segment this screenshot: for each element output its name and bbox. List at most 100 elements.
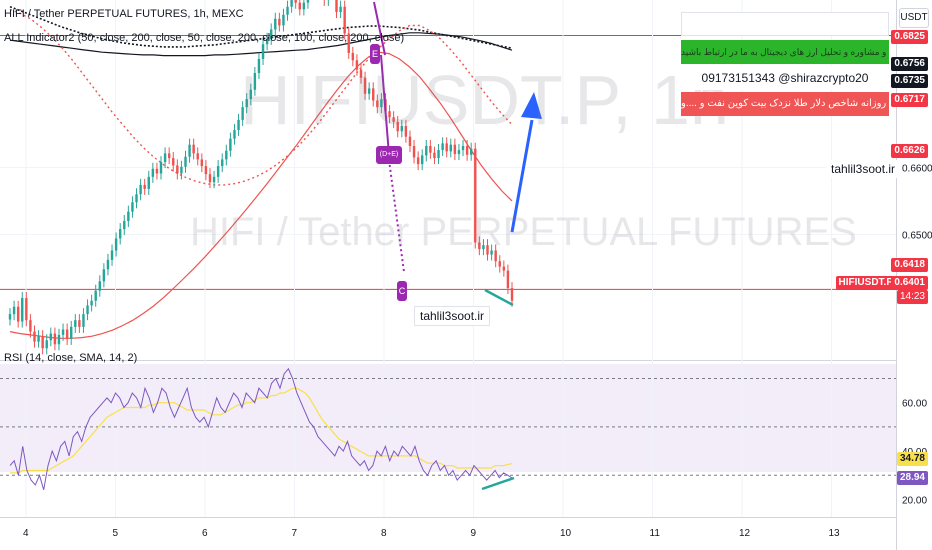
candle-body [70, 326, 73, 339]
info-box-blank [681, 12, 889, 36]
candle-body [86, 305, 89, 315]
candle-body [400, 125, 404, 132]
rsi-value-tag: 28.94 [896, 471, 928, 485]
forecast-arrow-head [521, 92, 542, 119]
candle-body [441, 143, 444, 151]
pane-divider [0, 360, 896, 361]
info-box-contact: 09173151343 @shirazcrypto20 [681, 66, 889, 90]
rsi-ma-line [10, 387, 513, 474]
candle-body [249, 89, 253, 100]
candle-body [355, 60, 359, 70]
candle-body [380, 99, 383, 108]
time-tick-label: 10 [560, 528, 572, 539]
time-tick-label: 12 [739, 528, 751, 539]
ma-dotted-line [9, 8, 513, 186]
candle-body [196, 153, 199, 160]
time-tick-label: 13 [829, 528, 841, 539]
candle-body [204, 166, 208, 175]
price-tag-1: 0.6825 [891, 30, 928, 44]
wave-line [380, 54, 390, 156]
candle-body [176, 165, 179, 174]
candle-body [392, 117, 395, 122]
candle-body [465, 146, 469, 155]
marker-e[interactable]: E [370, 44, 380, 64]
candle-body [502, 266, 506, 271]
candle-body [274, 18, 277, 30]
ma-slow-dotted-line [9, 5, 513, 49]
candle-body [425, 146, 428, 156]
candle-body [74, 320, 77, 327]
candle-body [78, 320, 81, 327]
candle-body [469, 148, 473, 155]
candle-body [278, 18, 281, 26]
candle-body [363, 77, 367, 94]
last-price-tag: 0.6401 [891, 276, 928, 290]
wave-line-dotted [388, 159, 405, 273]
candle-body [290, 0, 293, 7]
watermark-symbol: HIFIUSDT.P, 1h [240, 61, 729, 139]
marker-c[interactable]: C [397, 281, 407, 301]
candle-body [457, 150, 461, 155]
ma-fast-line [9, 51, 513, 339]
candle-body [57, 334, 61, 345]
rsi-ma-tag: 34.78 [896, 452, 928, 466]
time-tick-label: 6 [202, 528, 208, 539]
candle-body [339, 6, 342, 13]
candle-body [433, 152, 436, 159]
candle-body [118, 229, 122, 239]
candle-body [453, 144, 457, 155]
candle-body [510, 288, 514, 301]
candle-body [294, 0, 297, 3]
candle-body [106, 259, 110, 270]
candle-body [216, 166, 220, 177]
price-tag-3: 0.6735 [891, 74, 928, 88]
price-axis-border [896, 0, 897, 550]
candle-body [49, 333, 53, 341]
candle-body [245, 99, 248, 108]
candle-body [408, 136, 412, 147]
price-tag-5: 0.6626 [891, 144, 928, 158]
candle-body [225, 150, 228, 160]
candle-body [302, 2, 306, 10]
candle-body [404, 125, 408, 137]
candle-body [506, 270, 510, 289]
candle-body [269, 29, 273, 39]
indicator-legend[interactable]: ALL Indicator2 (50, close, 200, close, 5… [4, 32, 405, 44]
candle-body [265, 38, 269, 45]
candle-body [123, 221, 126, 230]
info-box-consult: جهت آموزش و مشاوره و تحلیل ارز های دیجیت… [681, 40, 889, 64]
candle-body [257, 58, 261, 74]
candle-body [359, 69, 363, 78]
candle-body [110, 250, 114, 260]
price-tag-6: 0.6418 [891, 258, 928, 272]
time-tick-label: 8 [381, 528, 387, 539]
candle-body [180, 166, 183, 174]
candle-body [29, 320, 32, 332]
time-axis-border [0, 517, 896, 518]
candle-body [286, 6, 289, 15]
candle-body [343, 6, 346, 34]
ma-slow-line [9, 32, 513, 57]
candle-body [45, 340, 48, 349]
candle-body [449, 144, 452, 152]
price-tag-2: 0.6756 [891, 57, 928, 71]
rsi-tick-label: 20.00 [902, 495, 927, 506]
marker-de[interactable]: (D+E) [376, 146, 402, 164]
rsi-legend[interactable]: RSI (14, close, SMA, 14, 2) [4, 352, 138, 364]
candle-body [33, 331, 36, 342]
candle-body [298, 2, 301, 10]
candle-body [61, 329, 65, 335]
currency-button[interactable]: USDT [899, 8, 929, 28]
candle-body [151, 168, 155, 177]
candle-body [376, 100, 379, 108]
candle-body [184, 156, 187, 167]
time-tick-label: 11 [650, 528, 661, 539]
chart-title[interactable]: HIFI / Tether PERPETUAL FUTURES, 1h, MEX… [4, 8, 244, 20]
site-label-right: tahlil3soot.ir [826, 160, 901, 178]
candle-body [437, 150, 440, 159]
candle-body [200, 159, 204, 167]
candle-body [102, 269, 106, 282]
candle-body [367, 88, 371, 94]
time-tick-label: 5 [113, 528, 119, 539]
candle-body [498, 261, 501, 267]
